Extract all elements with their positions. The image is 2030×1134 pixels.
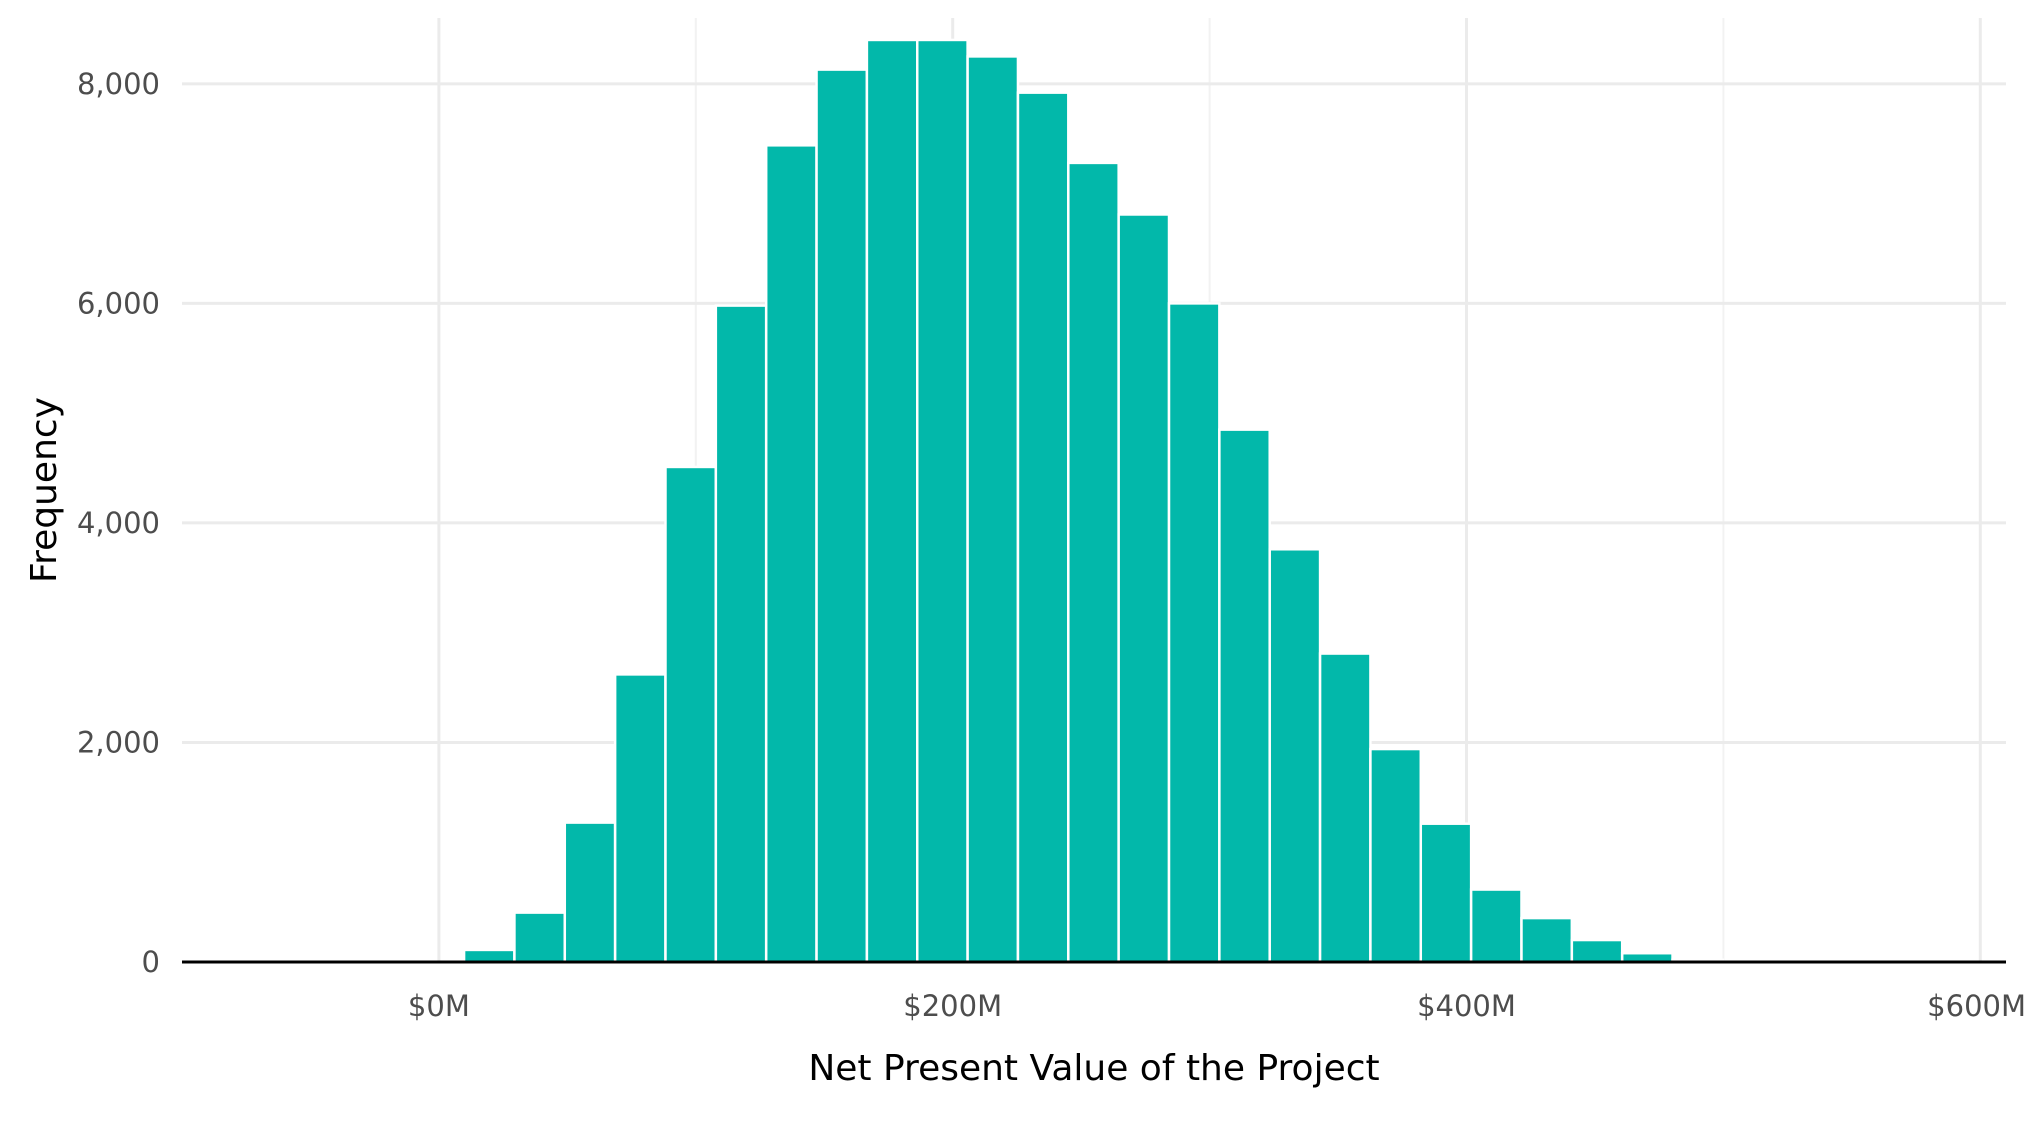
histogram-bar bbox=[1570, 938, 1624, 964]
histogram-bar bbox=[1167, 302, 1221, 964]
histogram-bar bbox=[1268, 548, 1322, 964]
bars bbox=[462, 38, 1976, 964]
histogram-bar bbox=[1016, 91, 1070, 964]
histogram-bar bbox=[1067, 161, 1120, 964]
y-tick-label: 8,000 bbox=[77, 67, 160, 101]
x-axis-title: Net Present Value of the Project bbox=[808, 1048, 1379, 1089]
histogram-bar bbox=[865, 38, 919, 964]
histogram-bar bbox=[613, 673, 667, 964]
histogram-bar bbox=[966, 55, 1020, 964]
y-axis-title: Frequency bbox=[24, 397, 65, 583]
y-tick-label: 2,000 bbox=[77, 725, 160, 759]
y-tick-label: 6,000 bbox=[77, 286, 160, 320]
histogram-bar bbox=[513, 911, 567, 964]
histogram-bar bbox=[664, 465, 718, 964]
histogram-bar bbox=[916, 38, 969, 964]
histogram-bar bbox=[462, 948, 516, 964]
y-axis-ticks: 0 2,000 4,000 6,000 8,000 bbox=[77, 67, 160, 979]
histogram-bar bbox=[1117, 213, 1171, 964]
histogram-bar bbox=[1520, 916, 1574, 964]
y-tick-label: 4,000 bbox=[77, 506, 160, 540]
x-tick-label: $600M bbox=[1927, 989, 2026, 1023]
x-tick-label: $0M bbox=[408, 989, 470, 1023]
histogram-bar bbox=[1318, 652, 1372, 964]
histogram-bar bbox=[764, 144, 818, 964]
histogram-bar bbox=[714, 304, 768, 964]
histogram-bar bbox=[1419, 822, 1473, 964]
x-axis-ticks: $0M $200M $400M $600M bbox=[408, 989, 2026, 1023]
x-tick-label: $200M bbox=[903, 989, 1002, 1023]
histogram-bar bbox=[563, 821, 617, 964]
histogram-bar bbox=[1369, 747, 1423, 964]
x-tick-label: $400M bbox=[1417, 989, 1516, 1023]
histogram-bar bbox=[1218, 428, 1271, 964]
histogram-bar bbox=[1469, 888, 1523, 964]
y-tick-label: 0 bbox=[142, 945, 160, 979]
histogram-bar bbox=[815, 68, 869, 964]
